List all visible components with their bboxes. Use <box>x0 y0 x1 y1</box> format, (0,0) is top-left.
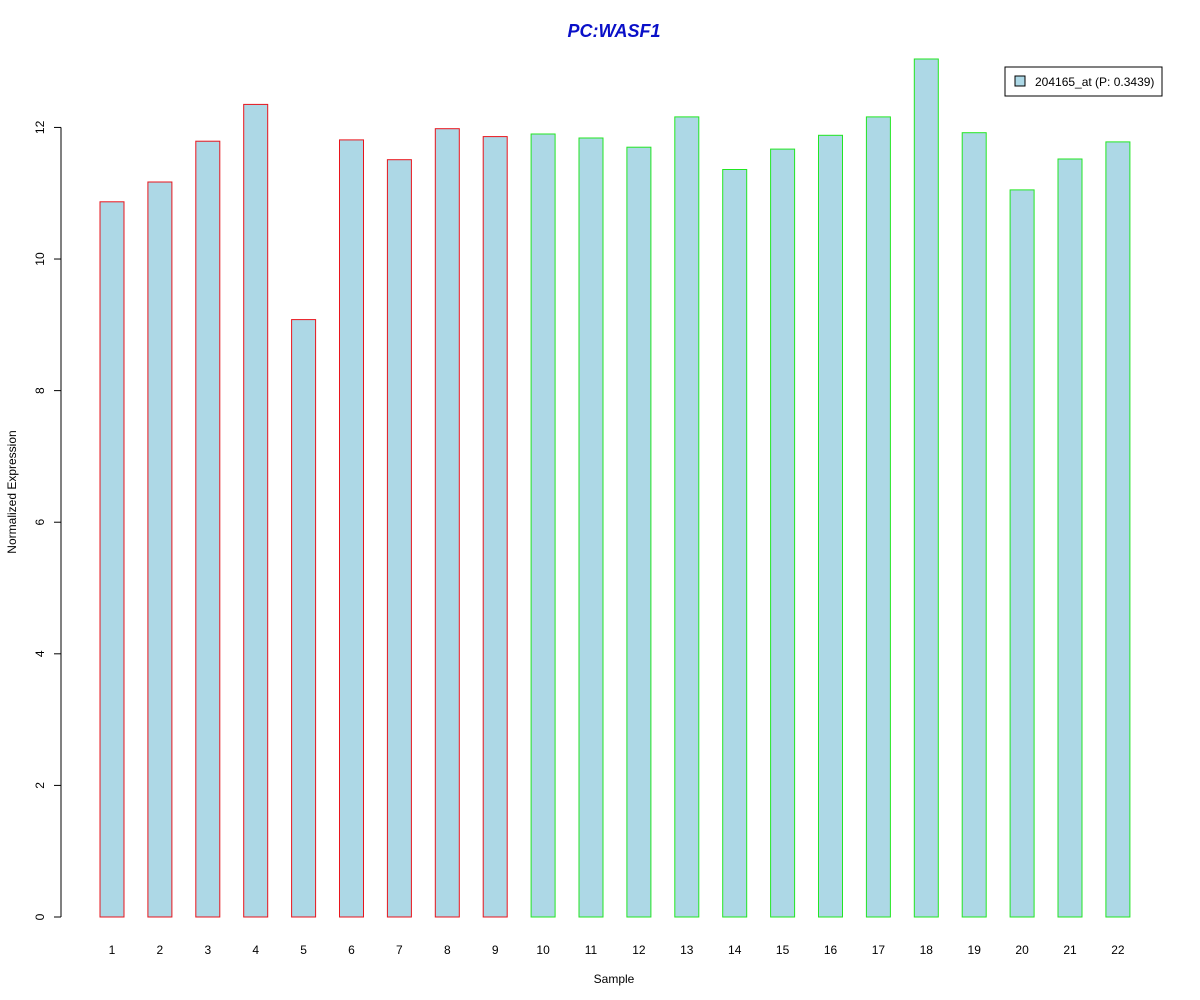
bar-sample-15 <box>770 148 796 918</box>
x-tick-label: 20 <box>1015 943 1029 957</box>
y-tick-label: 4 <box>33 650 47 657</box>
bar-sample-9 <box>482 136 508 918</box>
x-tick-label: 5 <box>300 943 307 957</box>
bar-sample-10 <box>530 133 556 918</box>
bar-sample-12 <box>626 146 652 918</box>
chart-title: PC:WASF1 <box>567 21 660 41</box>
x-tick-label: 15 <box>776 943 790 957</box>
bar-sample-16 <box>818 134 843 918</box>
legend-label: 204165_at (P: 0.3439) <box>1035 75 1154 89</box>
legend-swatch <box>1014 75 1026 87</box>
bar-sample-5 <box>291 319 317 918</box>
x-tick-label: 4 <box>252 943 259 957</box>
x-tick-label: 1 <box>109 943 116 957</box>
y-tick-label: 12 <box>33 120 47 134</box>
bar-sample-4 <box>243 103 269 918</box>
x-tick-label: 11 <box>585 943 598 957</box>
bar-sample-3 <box>195 140 221 918</box>
x-tick-label: 2 <box>157 943 164 957</box>
y-tick-label: 10 <box>33 252 47 266</box>
legend-box <box>1004 66 1163 97</box>
y-tick-label: 2 <box>33 782 47 789</box>
x-tick-label: 18 <box>920 943 934 957</box>
x-tick-label: 14 <box>728 943 742 957</box>
bar-sample-17 <box>865 116 891 918</box>
x-tick-label: 21 <box>1063 943 1077 957</box>
y-tick-label: 6 <box>33 519 47 526</box>
x-tick-label: 9 <box>492 943 499 957</box>
y-tick-label: 8 <box>33 387 47 394</box>
bar-sample-13 <box>674 116 700 918</box>
bar-sample-1 <box>99 201 125 918</box>
x-axis-title: Sample <box>594 972 635 986</box>
bar-sample-19 <box>961 132 987 918</box>
x-tick-label: 10 <box>536 943 550 957</box>
x-axis: 1 2 3 4 5 6 7 8 9 10 11 12 13 14 15 16 17 18 19 20 21 22 <box>109 943 1125 957</box>
x-tick-label: 6 <box>348 943 355 957</box>
x-tick-label: 7 <box>396 943 403 957</box>
bar-sample-21 <box>1057 158 1083 918</box>
x-tick-label: 16 <box>824 943 838 957</box>
y-tick-label: 0 <box>33 913 47 920</box>
bar-sample-2 <box>147 181 173 918</box>
bar-sample-14 <box>722 169 748 918</box>
y-axis: 0 2 4 6 8 10 12 <box>33 120 62 920</box>
bars-group <box>99 58 1131 918</box>
bar-sample-20 <box>1009 189 1035 918</box>
bar-sample-11 <box>578 137 604 918</box>
bar-sample-7 <box>386 159 412 918</box>
x-tick-label: 22 <box>1111 943 1125 957</box>
y-axis-title: Normalized Expression <box>5 430 19 553</box>
bar-sample-18 <box>913 58 939 918</box>
bar-sample-6 <box>339 139 364 918</box>
bar-sample-22 <box>1105 141 1131 918</box>
legend: 204165_at (P: 0.3439) <box>1004 66 1163 97</box>
x-tick-label: 12 <box>632 943 646 957</box>
bar-sample-8 <box>434 128 460 918</box>
x-tick-label: 19 <box>968 943 982 957</box>
x-tick-label: 8 <box>444 943 451 957</box>
x-tick-label: 17 <box>872 943 886 957</box>
x-tick-label: 13 <box>680 943 694 957</box>
x-tick-label: 3 <box>204 943 211 957</box>
